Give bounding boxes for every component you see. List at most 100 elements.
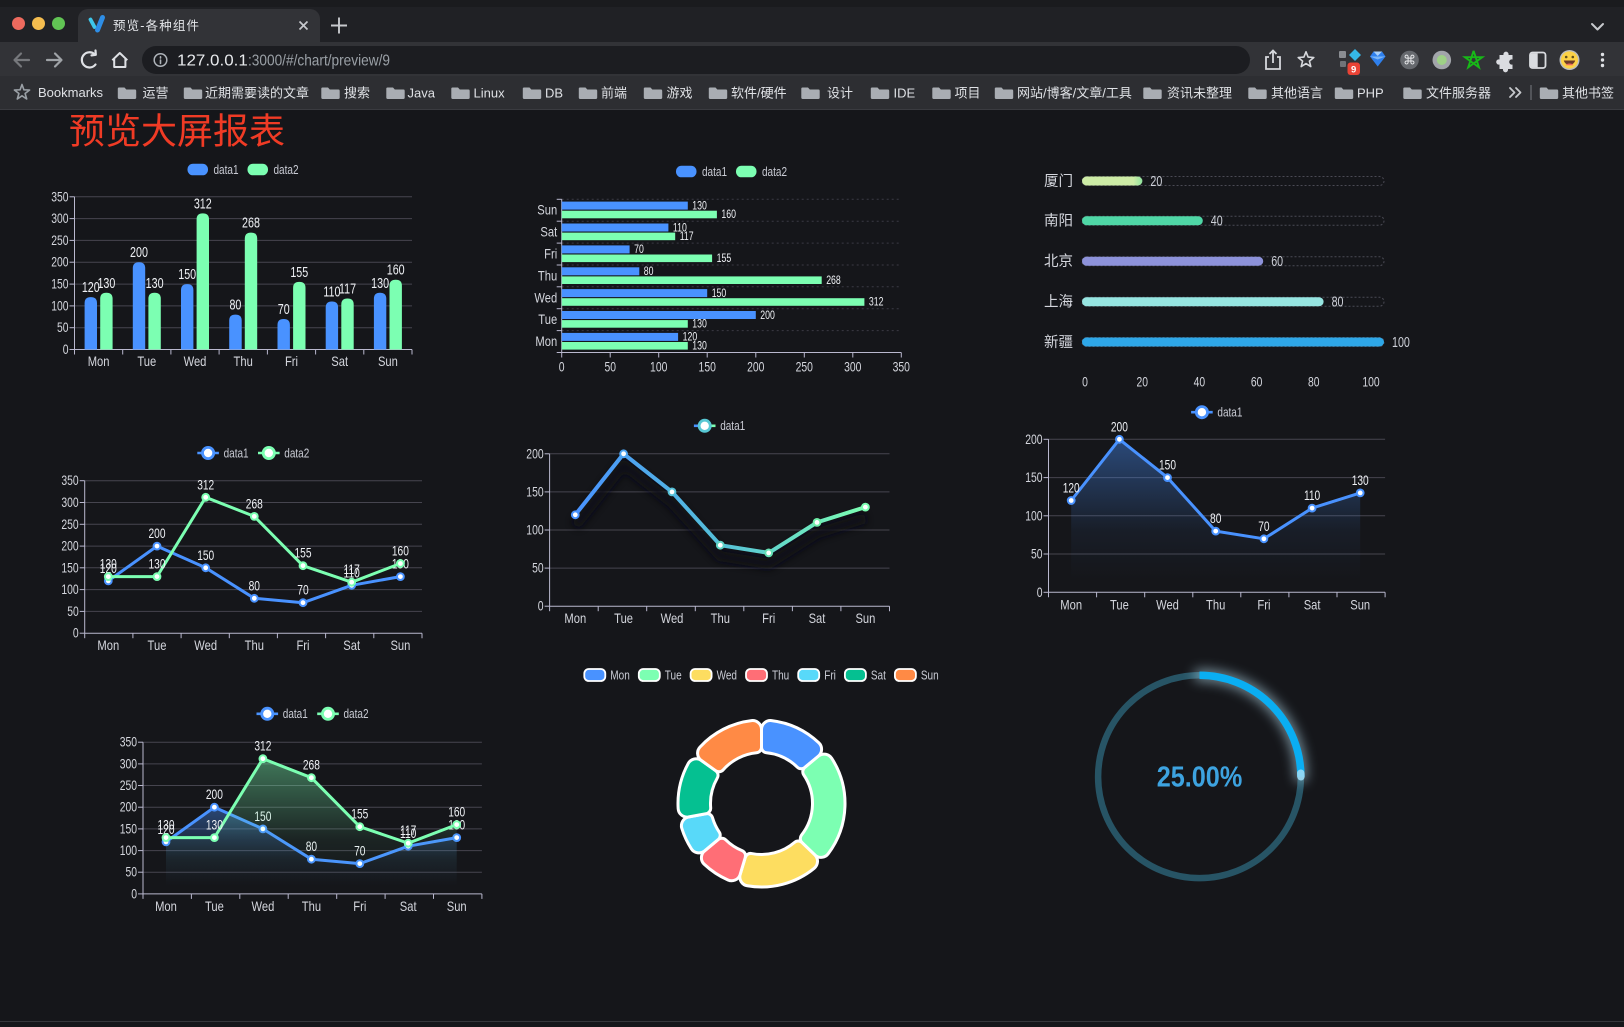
svg-text:近期需要读的文章: 近期需要读的文章 (205, 86, 309, 101)
svg-text:软件/硬件: 软件/硬件 (731, 86, 787, 101)
svg-text:data2: data2 (284, 446, 309, 460)
svg-text:117: 117 (400, 823, 416, 838)
svg-text:100: 100 (1392, 335, 1410, 351)
svg-text:110: 110 (344, 565, 361, 580)
svg-text:Linux: Linux (474, 86, 506, 101)
svg-text:data1: data1 (1217, 406, 1242, 420)
svg-text:前端: 前端 (601, 86, 627, 101)
svg-text:Sun: Sun (378, 353, 398, 369)
svg-text:150: 150 (1159, 458, 1176, 473)
svg-text:Wed: Wed (1156, 596, 1179, 612)
svg-text:Sat: Sat (809, 610, 826, 626)
svg-text:50: 50 (1031, 546, 1043, 562)
svg-text:40: 40 (1194, 374, 1206, 390)
svg-text:150: 150 (178, 267, 196, 283)
svg-text:268: 268 (246, 496, 263, 511)
svg-text:Thu: Thu (772, 668, 789, 682)
svg-text:PHP: PHP (1357, 86, 1384, 101)
svg-text:120: 120 (683, 330, 698, 344)
svg-text:Wed: Wed (661, 610, 684, 626)
svg-text:155: 155 (351, 807, 368, 822)
svg-text:9: 9 (1351, 65, 1356, 76)
svg-text:150: 150 (526, 483, 543, 499)
svg-text:0: 0 (1037, 584, 1043, 600)
svg-text:20: 20 (1150, 174, 1162, 190)
svg-text:Thu: Thu (302, 898, 321, 914)
svg-text:文件服务器: 文件服务器 (1426, 86, 1491, 101)
svg-text:130: 130 (97, 276, 115, 292)
svg-text:160: 160 (387, 263, 405, 279)
svg-text:Fri: Fri (544, 246, 557, 262)
svg-text:预览-各种组件: 预览-各种组件 (113, 18, 199, 33)
svg-text:200: 200 (206, 787, 223, 802)
svg-text:350: 350 (893, 359, 910, 375)
svg-text:80: 80 (249, 578, 261, 593)
svg-text:20: 20 (1136, 374, 1148, 390)
svg-text:Tue: Tue (614, 610, 633, 626)
svg-text:150: 150 (712, 286, 727, 300)
svg-text:0: 0 (1082, 374, 1088, 390)
svg-text:350: 350 (61, 472, 78, 488)
svg-text:150: 150 (699, 359, 716, 375)
svg-text::3000/#/chart/preview/9: :3000/#/chart/preview/9 (248, 53, 390, 70)
svg-text:300: 300 (844, 359, 861, 375)
svg-text:运营: 运营 (143, 86, 169, 101)
svg-text:data1: data1 (224, 446, 249, 460)
svg-text:0: 0 (538, 598, 544, 614)
svg-text:搜索: 搜索 (344, 86, 370, 101)
svg-text:150: 150 (1025, 469, 1042, 485)
svg-text:200: 200 (526, 445, 543, 461)
svg-text:200: 200 (130, 245, 148, 261)
svg-text:Fri: Fri (824, 668, 836, 682)
svg-text:150: 150 (120, 820, 137, 836)
svg-text:data1: data1 (702, 165, 727, 179)
svg-text:100: 100 (1025, 507, 1042, 523)
svg-text:Sun: Sun (921, 668, 939, 682)
svg-text:100: 100 (650, 359, 667, 375)
svg-text:70: 70 (1258, 519, 1270, 534)
svg-text:110: 110 (400, 826, 417, 841)
svg-text:50: 50 (126, 864, 138, 880)
svg-text:Fri: Fri (285, 353, 298, 369)
svg-text:130: 130 (149, 557, 166, 572)
svg-text:data1: data1 (720, 419, 745, 433)
svg-text:312: 312 (254, 739, 271, 754)
svg-text:资讯未整理: 资讯未整理 (1167, 86, 1232, 101)
svg-text:250: 250 (51, 232, 68, 248)
svg-text:Thu: Thu (245, 637, 264, 653)
svg-text:70: 70 (278, 302, 290, 318)
svg-text:0: 0 (73, 625, 79, 641)
svg-text:Sun: Sun (1350, 596, 1370, 612)
svg-text:350: 350 (51, 188, 68, 204)
svg-text:Wed: Wed (194, 637, 217, 653)
svg-text:117: 117 (680, 229, 694, 243)
svg-text:Sun: Sun (447, 898, 467, 914)
svg-text:Mon: Mon (564, 610, 586, 626)
svg-text:Thu: Thu (711, 610, 730, 626)
svg-text:110: 110 (673, 220, 687, 234)
svg-text:80: 80 (1332, 295, 1344, 311)
svg-text:data2: data2 (762, 165, 787, 179)
svg-text:Mon: Mon (535, 333, 557, 349)
svg-text:120: 120 (100, 561, 117, 576)
svg-text:300: 300 (120, 755, 137, 771)
svg-text:0: 0 (559, 359, 565, 375)
svg-text:200: 200 (120, 799, 137, 815)
svg-text:150: 150 (197, 548, 214, 563)
svg-text:Mon: Mon (1060, 596, 1082, 612)
svg-text:项目: 项目 (955, 86, 981, 101)
svg-text:120: 120 (1063, 481, 1080, 496)
svg-text:网站/博客/文章/工具: 网站/博客/文章/工具 (1017, 86, 1132, 101)
svg-text:0: 0 (63, 341, 69, 357)
svg-text:Sun: Sun (855, 610, 875, 626)
svg-text:200: 200 (1025, 431, 1042, 447)
svg-text:50: 50 (532, 560, 544, 576)
svg-text:130: 130 (692, 198, 707, 212)
svg-text:Tue: Tue (148, 637, 167, 653)
svg-text:Wed: Wed (717, 668, 737, 682)
svg-text:155: 155 (290, 265, 308, 281)
svg-text:130: 130 (692, 317, 707, 331)
svg-text:厦门: 厦门 (1044, 173, 1073, 190)
svg-text:Sun: Sun (390, 637, 410, 653)
svg-text:Sat: Sat (871, 668, 886, 682)
